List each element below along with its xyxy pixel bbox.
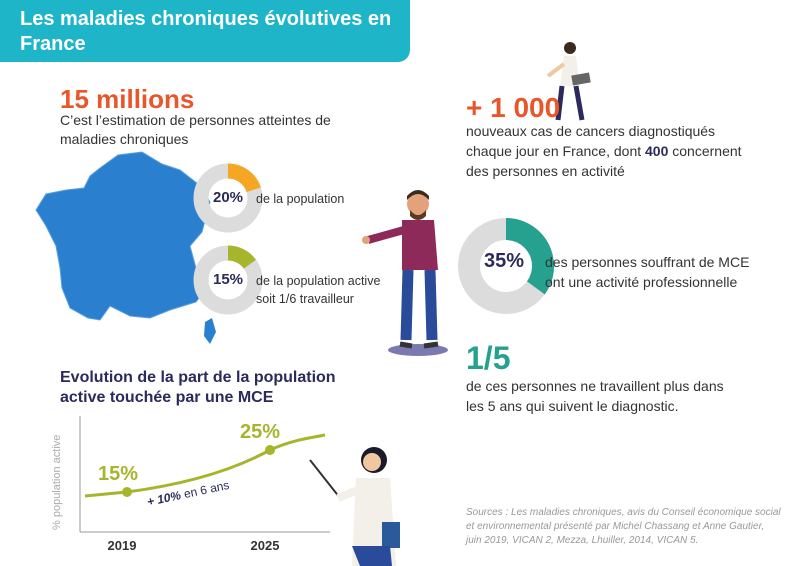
chart-annotation: + 10% en 6 ans xyxy=(146,478,231,509)
donut-active-caption-line1: de la population active xyxy=(256,274,381,288)
chart-annotation-bold: + 10% xyxy=(146,488,183,509)
donut-population-percent: 20% xyxy=(212,189,244,206)
stat-cancers-line2-end: concernent xyxy=(668,143,742,159)
header-banner xyxy=(0,0,410,62)
donut-active-caption-line2: soit 1/6 travailleur xyxy=(256,292,354,306)
chart-tick-2019: 2019 xyxy=(108,538,137,553)
sources-line2: et environnemental présenté par Michel C… xyxy=(466,521,765,532)
sources-line3: juin 2019, VICAN 2, Mezza, Lhuiller, 201… xyxy=(466,535,699,546)
man-presenting-illustration-icon xyxy=(362,190,448,356)
donut-active-percent: 15% xyxy=(212,271,244,288)
donut-mce-caption-line2: ont une activité professionnelle xyxy=(545,274,738,290)
donut-mce-caption-line1: des personnes souffrant de MCE xyxy=(545,254,750,270)
stat-fraction-value: 1/5 xyxy=(466,340,511,376)
donut-mce-percent: 35% xyxy=(484,250,525,272)
page-title: Les maladies chroniques évolutives en Fr… xyxy=(20,8,392,55)
donut-mce-chart xyxy=(458,218,554,314)
chart-point-2025 xyxy=(265,445,275,455)
woman-laptop-illustration-icon xyxy=(546,42,591,121)
stat-fraction-line1: de ces personnes ne travaillent plus dan… xyxy=(466,378,724,394)
stat-cancers-line1: nouveaux cas de cancers diagnostiqués xyxy=(466,123,716,139)
donut-population-chart xyxy=(193,163,263,233)
sources-line1: Sources : Les maladies chroniques, avis … xyxy=(466,507,781,518)
chart-data-label-2019: 15% xyxy=(98,463,138,485)
stat-millions-description: C’est l’estimation de personnes atteinte… xyxy=(60,112,331,147)
stat-cancers-line3: des personnes en activité xyxy=(466,163,625,179)
woman-pointer-illustration-icon xyxy=(309,447,400,566)
chart-series-line xyxy=(84,433,326,498)
stat-cancers-value: + 1 000 xyxy=(466,92,561,123)
stat-millions-value: 15 millions xyxy=(60,84,195,114)
donut-population-caption: de la population xyxy=(256,192,345,206)
chart-tick-2025: 2025 xyxy=(251,538,280,553)
chart-data-label-2025: 25% xyxy=(240,421,280,443)
stat-cancers-400: 400 xyxy=(645,143,669,159)
chart-point-2019 xyxy=(122,487,132,497)
evolution-title-line2: active touchée par une MCE xyxy=(60,389,274,406)
france-map-icon xyxy=(35,151,216,344)
stat-cancers-line2: chaque jour en France, dont 400 concerne… xyxy=(466,142,742,161)
donut-active-chart xyxy=(193,245,263,315)
evolution-title-line1: Evolution de la part de la population xyxy=(60,369,336,386)
stat-cancers-line2-start: chaque jour en France, dont xyxy=(466,143,646,159)
chart-ylabel: % population active xyxy=(51,435,63,530)
evolution-chart: % population active 15% 25% + 10% en 6 a… xyxy=(51,416,330,553)
stat-fraction-line2: les 5 ans qui suivent le diagnostic. xyxy=(466,398,679,414)
